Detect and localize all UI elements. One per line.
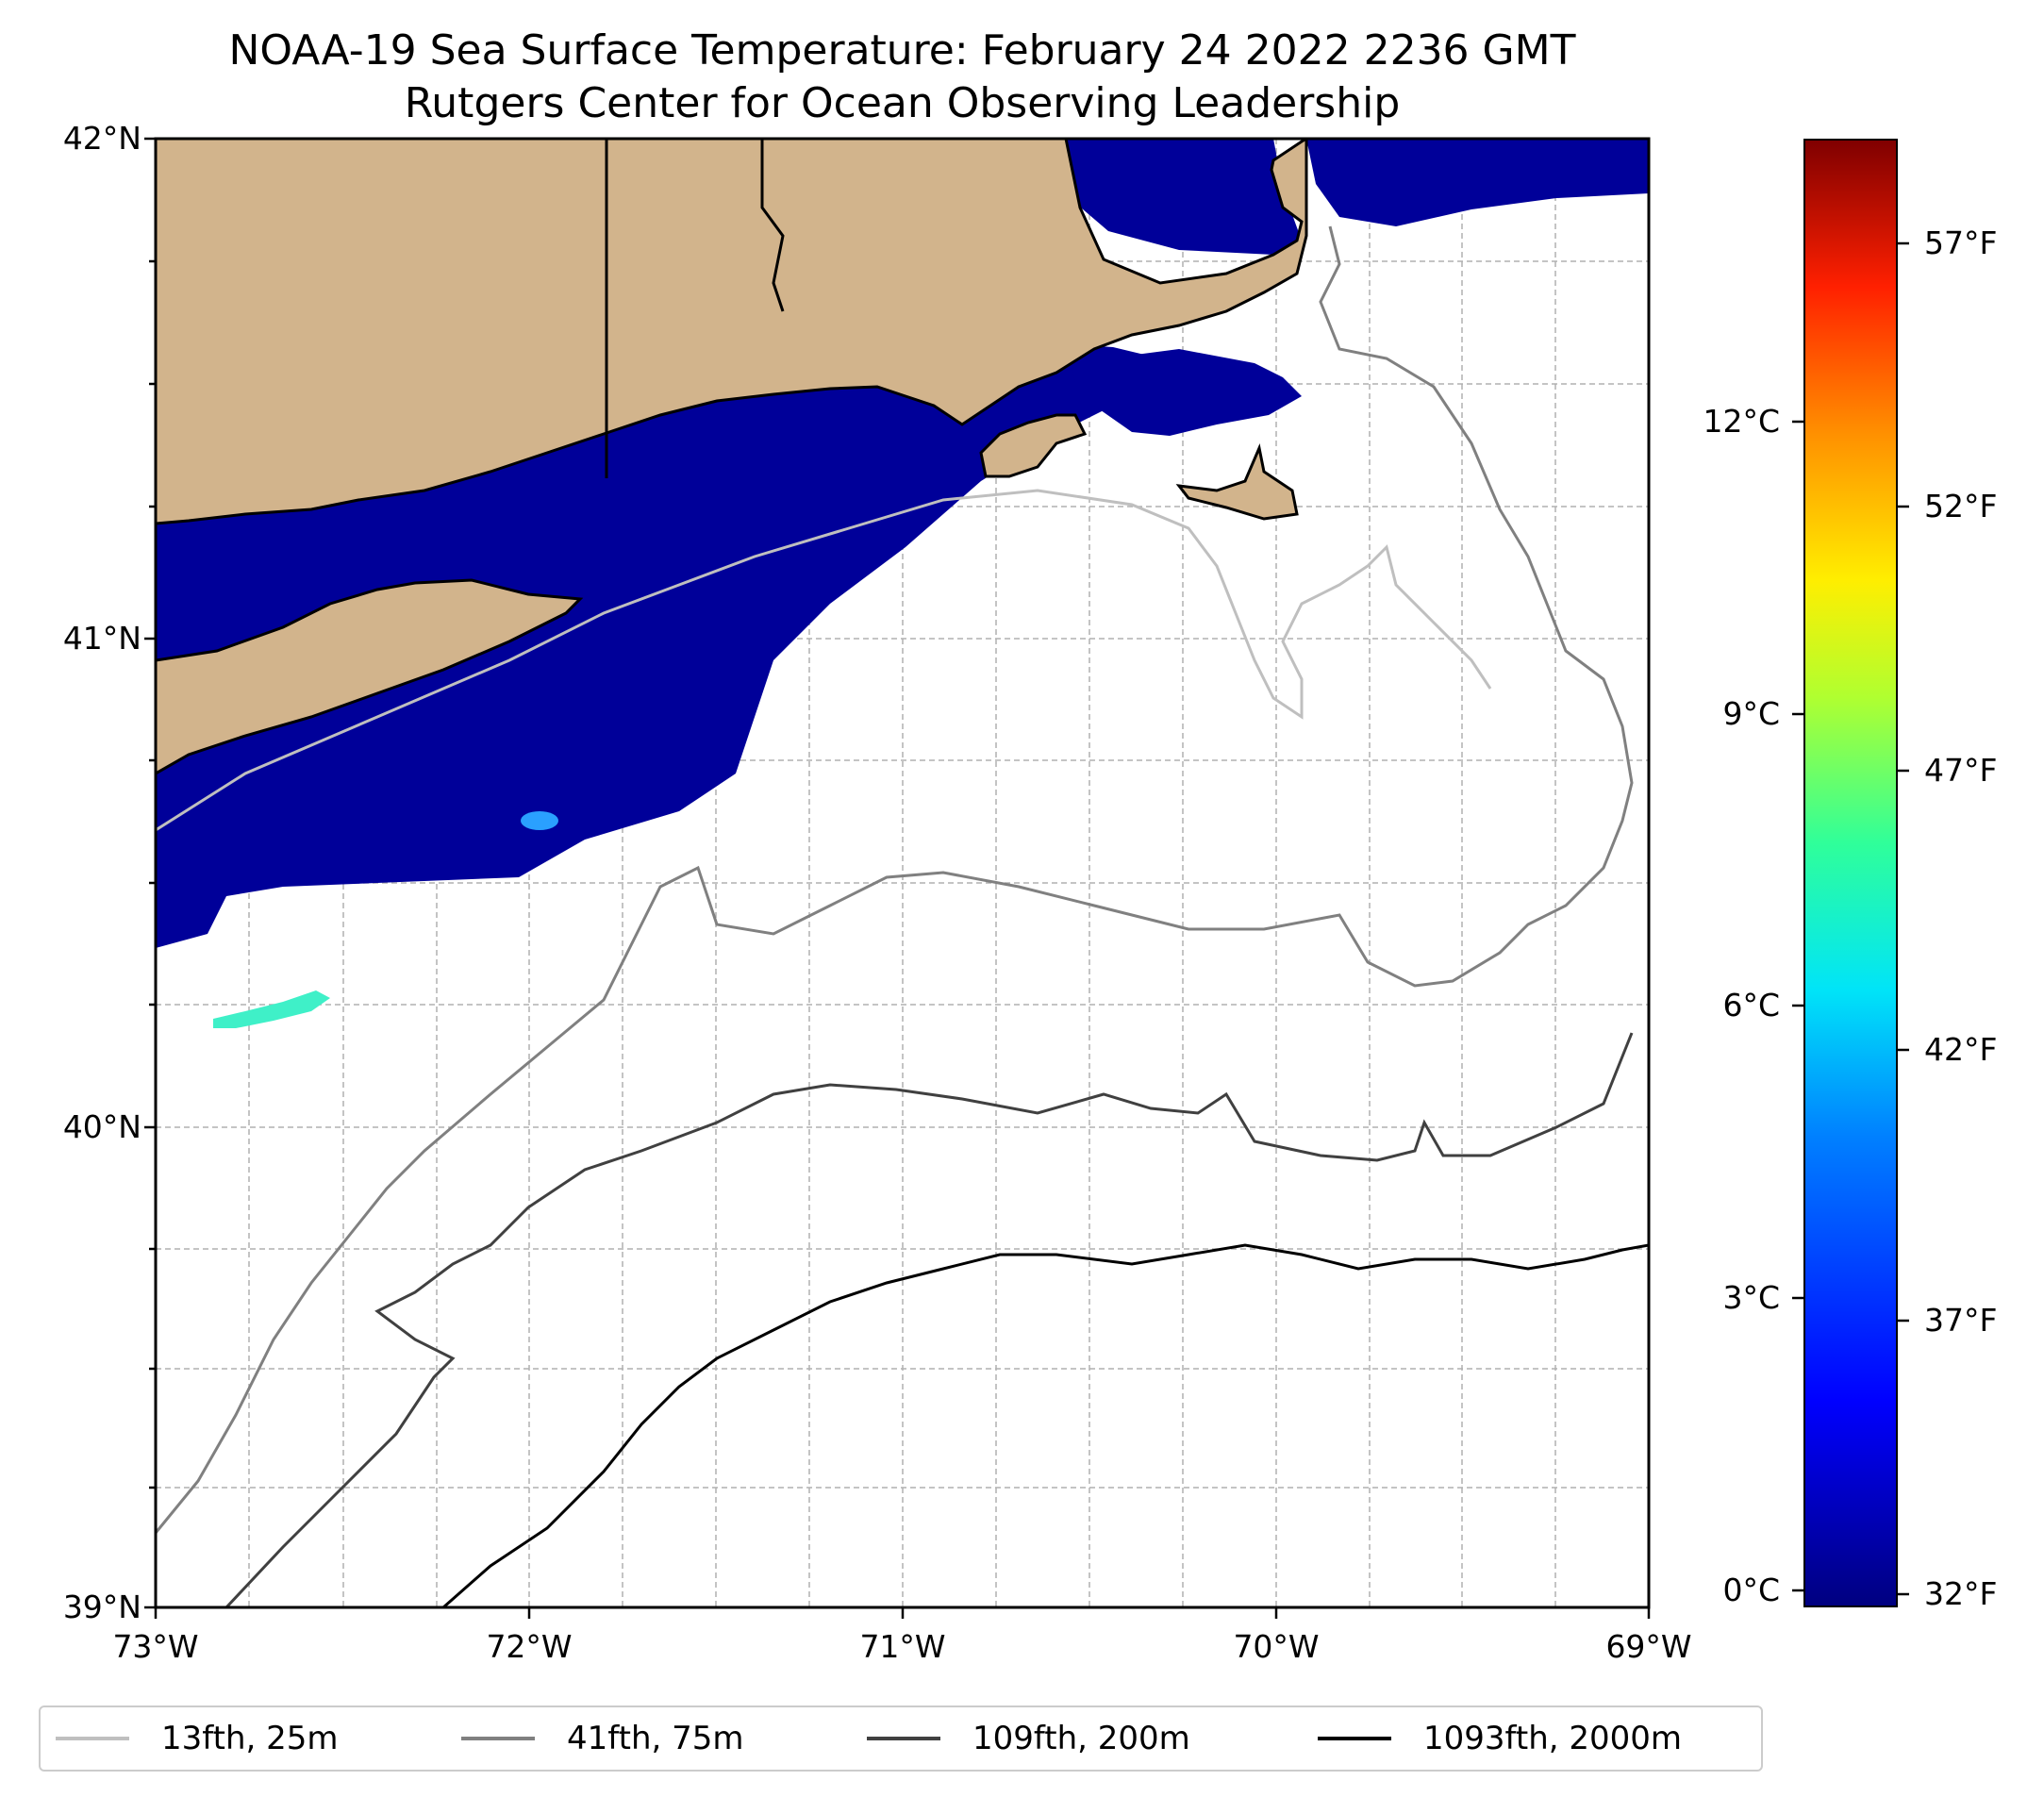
colorbar-tick-57f: 57°F — [1924, 225, 1998, 261]
sst-warm-patch — [213, 990, 330, 1028]
legend-item-25m: 13fth, 25m — [56, 1707, 339, 1770]
colorbar-tick-32f: 32°F — [1924, 1575, 1998, 1612]
sst-cold-water-cape — [1071, 349, 1302, 436]
lat-tick-41n: 41°N — [62, 620, 141, 657]
state-border-ri-ma — [760, 139, 785, 312]
legend-swatch-25m — [56, 1737, 129, 1740]
legend-item-2000m: 1093fth, 2000m — [1318, 1707, 1682, 1770]
temperature-colorbar — [1803, 139, 1898, 1607]
land-marthas-vineyard — [979, 413, 1088, 478]
contour-75m — [156, 225, 1634, 1534]
contour-2000m — [442, 1243, 1649, 1607]
legend-label-25m: 13fth, 25m — [161, 1720, 339, 1757]
legend-swatch-75m — [461, 1737, 535, 1740]
colorbar-tick-47f: 47°F — [1924, 752, 1998, 789]
sst-cold-water-north — [1066, 139, 1302, 255]
colorbar-tick-12c: 12°C — [1703, 403, 1780, 440]
lon-tick-69w: 69°W — [1605, 1628, 1692, 1665]
lat-tick-39n: 39°N — [62, 1589, 141, 1625]
colorbar-tick-42f: 42°F — [1924, 1031, 1998, 1068]
lon-tick-70w: 70°W — [1233, 1628, 1320, 1665]
legend-swatch-200m — [867, 1737, 940, 1740]
chart-subtitle: Rutgers Center for Ocean Observing Leade… — [404, 79, 1401, 127]
colorbar-tick-37f: 37°F — [1924, 1302, 1998, 1339]
legend-item-200m: 109fth, 200m — [867, 1707, 1190, 1770]
colorbar-ticks — [1792, 241, 1909, 1596]
colorbar-tick-52f: 52°F — [1924, 488, 1998, 524]
lat-tick-40n: 40°N — [62, 1108, 141, 1145]
legend-label-2000m: 1093fth, 2000m — [1423, 1720, 1683, 1757]
lon-tick-72w: 72°W — [486, 1628, 573, 1665]
contour-25m — [156, 489, 1492, 832]
legend-swatch-2000m — [1318, 1737, 1391, 1740]
legend-label-200m: 109fth, 200m — [972, 1720, 1190, 1757]
sst-warm-spot — [521, 811, 558, 830]
land-mainland — [156, 139, 1308, 525]
colorbar-tick-0c: 0°C — [1722, 1572, 1780, 1608]
contour-200m — [224, 1032, 1634, 1607]
legend-item-75m: 41fth, 75m — [461, 1707, 744, 1770]
chart-title: NOAA-19 Sea Surface Temperature: Februar… — [228, 26, 1576, 75]
land-nantucket — [1175, 442, 1299, 521]
sst-cold-water-northeast — [1306, 139, 1649, 226]
axis-ticks — [144, 137, 1651, 1619]
legend-label-75m: 41fth, 75m — [567, 1720, 744, 1757]
lat-tick-42n: 42°N — [62, 120, 141, 157]
lon-tick-73w: 73°W — [112, 1628, 199, 1665]
colorbar-tick-9c: 9°C — [1722, 695, 1780, 732]
colorbar-tick-3c: 3°C — [1722, 1279, 1780, 1316]
lon-tick-71w: 71°W — [859, 1628, 946, 1665]
sst-map — [144, 137, 1651, 1619]
colorbar-tick-6c: 6°C — [1722, 987, 1780, 1023]
contour-legend: 13fth, 25m 41fth, 75m 109fth, 200m 1093f… — [39, 1705, 1763, 1772]
land-long-island — [156, 578, 584, 775]
